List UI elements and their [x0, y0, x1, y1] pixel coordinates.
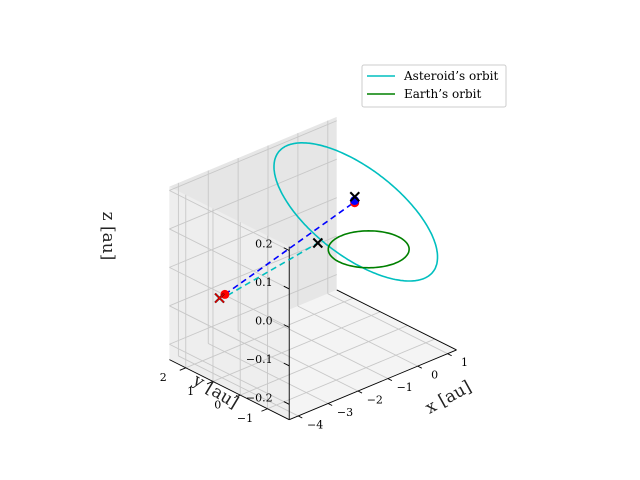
axes-ticks: −4 −3 −2 −1 0 1 −1 0 1 2 −0.2 −0.1 0.0 0.1 0.2 — [160, 238, 468, 432]
grid-line-z-left — [169, 228, 290, 290]
x-tick-label: 1 — [461, 356, 468, 369]
x-tick-label: −2 — [367, 394, 383, 407]
z-axis-label: z [au] — [98, 212, 118, 261]
grid-line-z-left — [169, 305, 290, 367]
axes-grid — [169, 120, 448, 417]
asteroid-orbit-line — [273, 142, 439, 282]
x-tick-mark — [297, 415, 303, 419]
y-tick-label: 2 — [160, 371, 167, 384]
y-tick-label: 1 — [187, 385, 194, 398]
grid-line-z-left — [169, 190, 290, 251]
cross-marker — [214, 293, 225, 304]
z-tick-mark — [283, 324, 290, 328]
dashed-segment — [224, 201, 356, 296]
grid-line-y-floor — [212, 311, 381, 382]
grid-line-z-left — [169, 343, 290, 405]
x-tick-label: 0 — [431, 369, 438, 382]
earth-orbit-line — [327, 229, 410, 269]
grid-line-x-floor — [237, 330, 359, 392]
grid-line-z-right — [169, 120, 337, 191]
dashed-segment — [227, 242, 319, 296]
z-tick-label: 0.2 — [255, 238, 273, 251]
z-tick-label: 0.1 — [255, 276, 273, 289]
legend: Asteroid’s orbit Earth’s orbit — [361, 64, 507, 108]
z-tick-label: 0.0 — [255, 315, 273, 328]
grid-line-x-floor — [297, 305, 418, 367]
x-tick-label: −1 — [397, 381, 413, 394]
grid-line-z-right — [169, 158, 337, 230]
cross-marker — [312, 237, 324, 249]
grid-line-x-floor — [178, 355, 299, 417]
z-tick-mark — [283, 362, 290, 367]
grid-line-y-floor — [267, 338, 435, 410]
grid-line-z-left — [169, 266, 290, 328]
z-tick-label: −0.2 — [246, 392, 273, 405]
x-tick-label: −4 — [307, 418, 323, 431]
back-left-pane — [169, 186, 290, 420]
grid-line-x-floor — [208, 343, 329, 404]
point-marker — [220, 289, 230, 299]
x-tick-label: −3 — [337, 406, 353, 419]
plot-area — [214, 142, 439, 304]
y-axis-line-back — [169, 359, 290, 421]
z-tick-mark — [283, 247, 290, 251]
y-tick-label: 0 — [214, 399, 221, 412]
x-axis-line — [289, 349, 457, 421]
grid-line-x-floor — [267, 318, 389, 379]
x-tick-mark — [387, 378, 393, 382]
x-tick-mark — [417, 365, 423, 369]
y-tick-mark — [261, 408, 268, 412]
cross-marker — [349, 191, 360, 202]
x-tick-mark — [357, 390, 363, 394]
legend-asteroid-label: Asteroid’s orbit — [403, 69, 498, 83]
y-tick-label: −1 — [237, 412, 253, 425]
x-tick-mark — [327, 403, 333, 406]
z-tick-label: −0.1 — [246, 353, 273, 366]
legend-earth-label: Earth’s orbit — [404, 87, 481, 101]
z-tick-mark — [283, 285, 290, 290]
grid-line-y-floor — [185, 297, 354, 369]
x-tick-mark — [447, 353, 452, 357]
grid-line-y-floor — [240, 324, 408, 396]
y-tick-mark — [234, 394, 241, 399]
y-tick-mark — [179, 367, 186, 371]
z-tick-mark — [283, 401, 290, 405]
grid-line-x-floor — [327, 293, 448, 355]
y-tick-mark — [206, 381, 214, 385]
y-axis-line — [336, 289, 457, 351]
